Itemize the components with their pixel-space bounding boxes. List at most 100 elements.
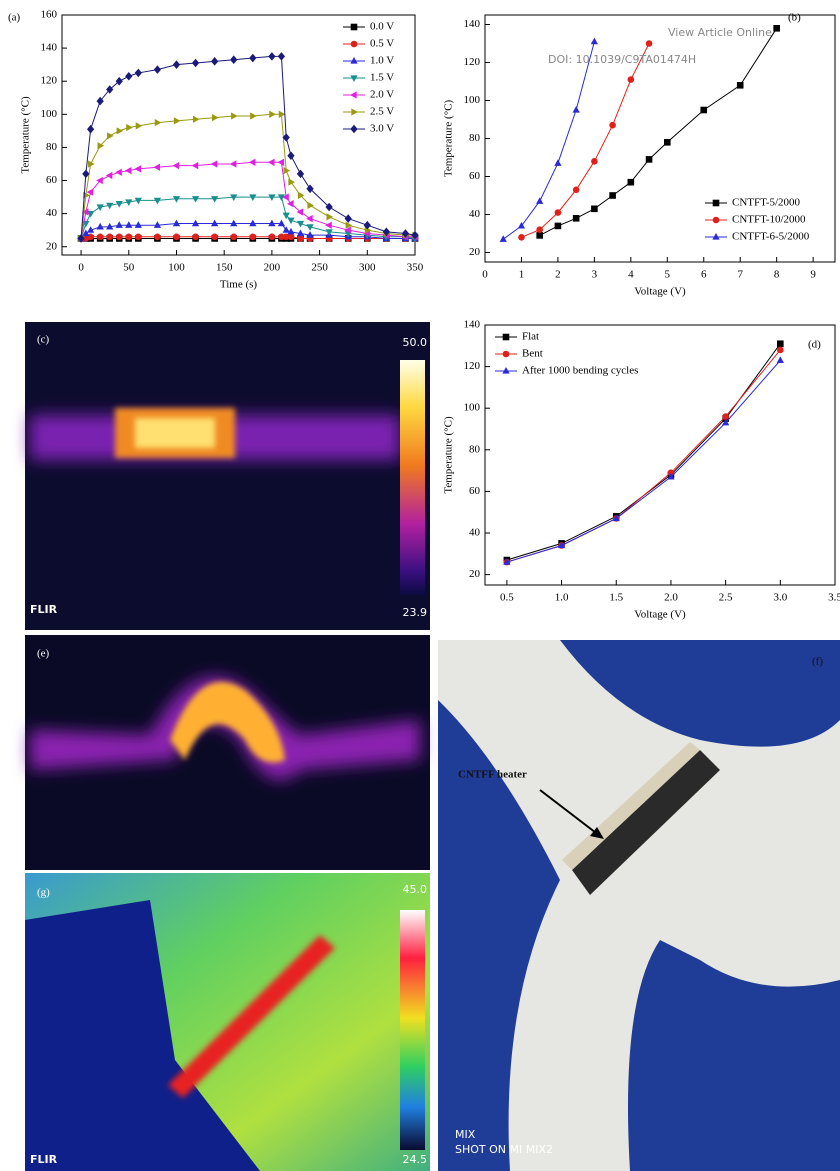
marker: [776, 356, 784, 363]
marker: [77, 234, 85, 243]
marker: [700, 106, 708, 114]
marker: [82, 169, 90, 179]
marker: [231, 112, 238, 120]
marker: [499, 235, 507, 242]
marker: [192, 233, 199, 241]
marker: [382, 227, 391, 237]
x-axis-label: Voltage (V): [634, 286, 686, 298]
marker: [536, 197, 544, 204]
hot-core: [135, 418, 215, 448]
heater-band: [168, 935, 335, 1098]
legend-marker: [502, 333, 510, 341]
x-tick-label: 6: [701, 269, 707, 281]
x-tick-label: 150: [216, 262, 233, 274]
legend-marker: [502, 350, 510, 358]
marker: [115, 233, 123, 241]
marker: [269, 110, 276, 118]
plot-frame: [484, 324, 836, 586]
marker: [125, 221, 133, 228]
marker: [296, 229, 305, 237]
marker: [82, 229, 90, 237]
legend-label: 1.0 V: [370, 55, 394, 67]
marker: [124, 166, 132, 175]
marker: [249, 233, 257, 241]
marker: [87, 233, 94, 241]
legend-label: CNTFT-5/2000: [732, 197, 801, 209]
marker: [105, 171, 113, 180]
marker: [777, 346, 784, 354]
marker: [135, 122, 143, 130]
panel-label: (a): [8, 12, 21, 24]
marker: [411, 230, 419, 240]
legend-marker: [350, 40, 358, 48]
marker: [135, 233, 142, 241]
panel-label: (b): [788, 12, 801, 24]
legend-label: 0.0 V: [370, 21, 394, 33]
marker: [612, 514, 620, 522]
marker: [518, 234, 525, 241]
marker: [517, 221, 526, 229]
arm-sleeve: [438, 640, 840, 1171]
x-tick-label: 1.5: [609, 592, 623, 604]
marker: [86, 124, 95, 134]
legend-label: 1.5 V: [370, 72, 394, 84]
marker: [172, 196, 181, 203]
marker: [96, 204, 104, 211]
marker: [248, 158, 256, 166]
marker: [667, 469, 675, 476]
brand: FLIR: [30, 1153, 58, 1166]
x-tick-label: 2: [555, 269, 561, 281]
marker: [153, 221, 162, 228]
marker: [306, 231, 314, 238]
legend-label: CNTFT-6-5/2000: [732, 231, 810, 243]
marker: [86, 226, 95, 233]
x-tick-label: 8: [774, 269, 780, 281]
y-axis-label: Temperature (°C): [20, 96, 32, 174]
y-tick-label: 80: [46, 141, 58, 153]
marker: [503, 558, 511, 565]
marker: [722, 413, 729, 420]
camera: MIX: [455, 1128, 476, 1141]
marker: [287, 151, 295, 160]
y-tick-label: 40: [46, 207, 58, 219]
cold-zone: [25, 900, 260, 1171]
marker: [277, 219, 286, 227]
legend-label: 2.5 V: [370, 106, 394, 118]
marker: [554, 159, 562, 166]
marker: [229, 160, 237, 168]
marker: [282, 226, 290, 233]
x-tick-label: 1.0: [555, 592, 569, 604]
scale-min: 24.5: [403, 1153, 428, 1166]
scale-max: 50.0: [403, 336, 428, 349]
marker: [96, 222, 104, 230]
marker: [296, 220, 305, 228]
marker: [115, 76, 123, 86]
x-tick-label: 0: [78, 262, 84, 274]
marker: [296, 208, 304, 216]
marker: [96, 176, 103, 185]
x-tick-label: 3.0: [773, 592, 787, 604]
legend-marker: [712, 216, 720, 224]
y-axis-label: Temperature (°C): [443, 416, 455, 494]
marker: [107, 132, 114, 140]
marker: [401, 229, 410, 238]
marker: [667, 472, 675, 480]
marker: [125, 233, 133, 241]
x-tick-label: 350: [407, 262, 424, 274]
x-tick-label: 3: [592, 269, 598, 281]
marker: [557, 541, 566, 549]
x-axis-label: Voltage (V): [634, 609, 686, 621]
marker: [267, 158, 275, 166]
legend-label: After 1000 bending cycles: [522, 365, 638, 377]
marker: [773, 25, 780, 32]
legend-marker: [350, 23, 358, 31]
y-tick-label: 80: [469, 443, 481, 455]
marker: [283, 166, 291, 175]
legend-marker: [350, 75, 358, 82]
marker: [554, 209, 562, 216]
marker: [86, 210, 95, 218]
marker: [591, 205, 598, 213]
marker: [590, 37, 599, 45]
marker: [191, 161, 199, 170]
marker: [268, 219, 276, 227]
